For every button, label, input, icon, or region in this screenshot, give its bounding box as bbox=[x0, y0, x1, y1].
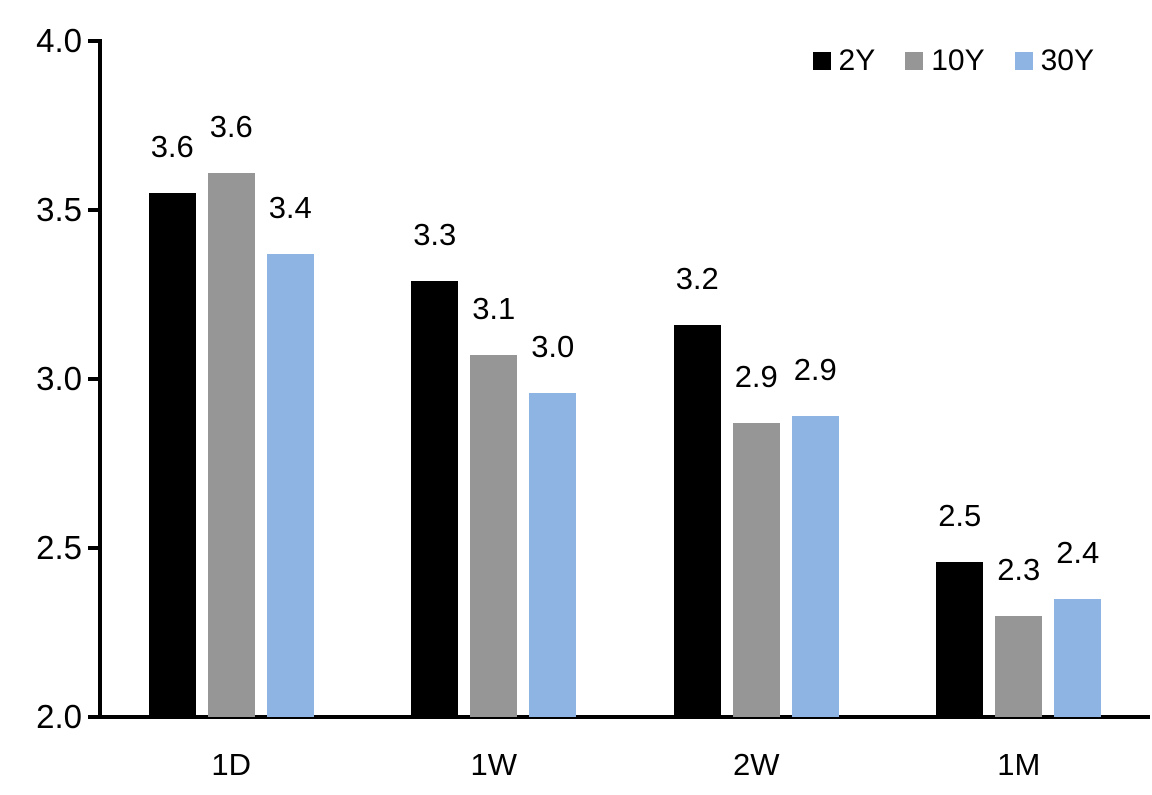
y-tick-2.0 bbox=[88, 715, 98, 719]
bar-label-30y-1m: 2.4 bbox=[1056, 534, 1100, 570]
x-axis-line bbox=[98, 715, 1150, 719]
y-tick-label-3.5: 3.5 bbox=[36, 191, 82, 228]
bar-30y-1m bbox=[1054, 598, 1102, 717]
bar-30y-2w bbox=[791, 416, 839, 717]
x-label-1m: 1M bbox=[997, 747, 1041, 782]
bar-10y-1w bbox=[470, 355, 518, 717]
y-tick-3.5 bbox=[88, 208, 98, 212]
x-label-1w: 1W bbox=[470, 747, 518, 782]
bar-label-2y-1m: 2.5 bbox=[938, 497, 982, 533]
legend-item-2y: 2Y bbox=[812, 44, 876, 77]
bar-label-10y-2w: 2.9 bbox=[734, 358, 778, 394]
y-tick-2.5 bbox=[88, 546, 98, 550]
y-tick-label-2.5: 2.5 bbox=[36, 529, 82, 566]
bar-10y-2w bbox=[732, 422, 780, 717]
bar-label-2y-1w: 3.3 bbox=[413, 216, 457, 252]
bar-10y-1m bbox=[995, 615, 1043, 717]
legend-label-30y: 30Y bbox=[1040, 44, 1094, 77]
bar-label-2y-1d: 3.6 bbox=[150, 129, 194, 165]
legend-label-2y: 2Y bbox=[838, 44, 876, 77]
legend-swatch-2y bbox=[812, 52, 831, 70]
bar-label-30y-2w: 2.9 bbox=[793, 352, 837, 388]
bar-30y-1d bbox=[266, 253, 314, 717]
bar-2y-1m bbox=[936, 561, 984, 717]
y-tick-label-3.0: 3.0 bbox=[36, 360, 82, 397]
bar-2y-2w bbox=[673, 324, 721, 717]
bar-label-30y-1w: 3.0 bbox=[531, 328, 575, 364]
y-tick-3.0 bbox=[88, 377, 98, 381]
legend-swatch-10y bbox=[905, 52, 924, 70]
legend-item-30y: 30Y bbox=[1014, 44, 1094, 77]
bar-10y-1d bbox=[207, 172, 255, 717]
bar-label-30y-1d: 3.4 bbox=[268, 189, 312, 225]
legend-label-10y: 10Y bbox=[931, 44, 985, 77]
y-tick-label-2.0: 2.0 bbox=[36, 698, 82, 735]
bar-2y-1w bbox=[411, 280, 459, 717]
y-axis-line bbox=[98, 39, 102, 719]
y-tick-4.0 bbox=[88, 39, 98, 43]
legend-item-10y: 10Y bbox=[905, 44, 985, 77]
bar-label-10y-1m: 2.3 bbox=[997, 551, 1041, 587]
bar-label-2y-2w: 3.2 bbox=[675, 260, 719, 296]
legend-swatch-30y bbox=[1014, 52, 1033, 70]
bar-label-10y-1d: 3.6 bbox=[209, 108, 253, 144]
x-label-1d: 1D bbox=[211, 747, 252, 782]
bar-label-10y-1w: 3.1 bbox=[472, 291, 516, 327]
bar-2y-1d bbox=[148, 193, 196, 717]
legend: 2Y 10Y 30Y bbox=[812, 44, 1094, 77]
x-label-2w: 2W bbox=[733, 747, 780, 782]
bar-30y-1w bbox=[529, 392, 577, 717]
y-tick-label-4.0: 4.0 bbox=[36, 22, 82, 59]
